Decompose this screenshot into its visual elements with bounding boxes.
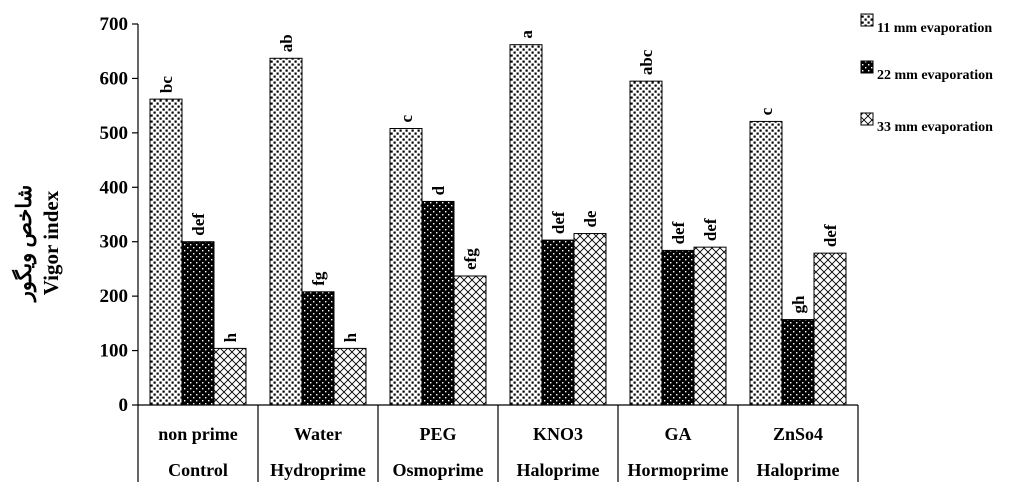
y-tick-label: 200 bbox=[100, 286, 129, 307]
x-category-group-label: Haloprime bbox=[517, 460, 600, 480]
bar bbox=[389, 128, 423, 406]
y-tick-label: 600 bbox=[100, 68, 129, 89]
bar bbox=[509, 44, 543, 406]
bar bbox=[333, 347, 367, 406]
significance-label: def bbox=[669, 221, 688, 244]
bar bbox=[181, 241, 215, 406]
y-tick-label: 500 bbox=[100, 123, 129, 144]
y-tick-label: 300 bbox=[100, 232, 129, 253]
y-axis: 0 100 200 300 400 500 600 700 bbox=[100, 14, 139, 416]
bar bbox=[573, 233, 607, 406]
legend-label: 22 mm evaporation bbox=[877, 68, 993, 83]
significance-label: ab bbox=[277, 34, 296, 52]
bar bbox=[749, 120, 783, 406]
legend-swatch bbox=[860, 112, 874, 126]
y-tick-label: 100 bbox=[100, 341, 129, 362]
bar bbox=[629, 80, 663, 406]
y-tick-label: 700 bbox=[100, 14, 129, 35]
bar bbox=[421, 200, 455, 406]
significance-label: a bbox=[517, 30, 536, 39]
bar bbox=[213, 347, 247, 406]
x-category-group-label: Control bbox=[168, 460, 228, 480]
x-category-label: non prime bbox=[158, 424, 238, 444]
significance-label: gh bbox=[789, 295, 808, 314]
y-tick-label: 400 bbox=[100, 177, 129, 198]
significance-label: d bbox=[429, 185, 448, 195]
x-category-label: KNO3 bbox=[533, 424, 583, 444]
legend-label: 11 mm evaporation bbox=[877, 21, 992, 36]
significance-label: h bbox=[341, 332, 360, 342]
bar bbox=[781, 319, 815, 406]
x-category-group-label: Haloprime bbox=[757, 460, 840, 480]
x-category-label: PEG bbox=[419, 424, 456, 444]
bar bbox=[269, 57, 303, 406]
significance-label: h bbox=[221, 332, 240, 342]
legend-label: 33 mm evaporation bbox=[877, 120, 993, 135]
bar bbox=[693, 246, 727, 406]
x-axis: non prime Control Water Hydroprime PEG Osmopr… bbox=[137, 404, 859, 482]
significance-label: def bbox=[549, 211, 568, 234]
y-tick-label: 0 bbox=[119, 395, 129, 416]
bar bbox=[453, 275, 487, 406]
significance-label: de bbox=[581, 210, 600, 227]
legend-swatch bbox=[860, 13, 874, 27]
x-category-group-label: Hydroprime bbox=[270, 460, 366, 480]
significance-label: def bbox=[189, 213, 208, 236]
bar bbox=[813, 252, 847, 406]
legend-swatch bbox=[860, 60, 874, 74]
y-axis-label-persian: شاخص ویگور bbox=[11, 185, 37, 304]
significance-label: fg bbox=[309, 271, 328, 286]
bar bbox=[541, 239, 575, 406]
significance-label: efg bbox=[461, 248, 480, 270]
bar bbox=[661, 249, 695, 406]
x-category-group-label: Hormoprime bbox=[628, 460, 729, 480]
x-category-label: Water bbox=[294, 424, 342, 444]
y-axis-label: Vigor index bbox=[39, 190, 63, 295]
significance-label: c bbox=[757, 107, 776, 115]
x-category-group-label: Osmoprime bbox=[393, 460, 484, 480]
x-category-label: GA bbox=[665, 424, 692, 444]
bar bbox=[149, 98, 183, 406]
x-category-label: ZnSo4 bbox=[773, 424, 823, 444]
bar bbox=[301, 291, 335, 406]
significance-label: c bbox=[397, 115, 416, 123]
significance-label: abc bbox=[637, 49, 656, 75]
significance-label: def bbox=[821, 224, 840, 247]
significance-label: def bbox=[701, 218, 720, 241]
legend: 11 mm evaporation 22 mm evaporation 33 mm … bbox=[860, 13, 993, 135]
significance-label: bc bbox=[157, 76, 176, 93]
